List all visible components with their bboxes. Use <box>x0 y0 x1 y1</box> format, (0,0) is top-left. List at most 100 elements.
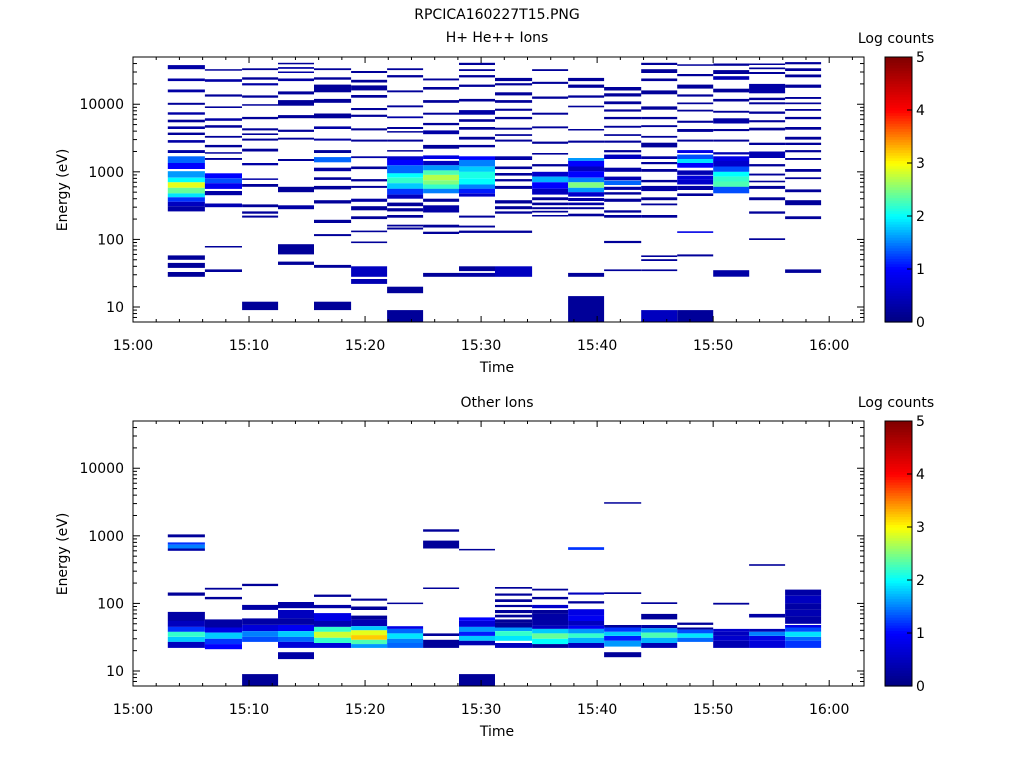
colorbar-band <box>885 231 912 236</box>
heatmap-cell <box>167 132 205 135</box>
heatmap-cell <box>677 94 714 97</box>
colorbar-band <box>885 458 912 462</box>
colorbar-band <box>885 202 912 206</box>
heatmap-cell <box>568 592 605 595</box>
heatmap-cell <box>749 127 786 131</box>
colorbar-band <box>885 64 912 69</box>
heatmap-cell <box>495 587 533 589</box>
y-tick-label: 10000 <box>79 461 124 477</box>
heatmap-cell <box>604 140 642 143</box>
axes: 15:00 15:10 15:20 15:30 15:40 15:50 16:00 10 100… <box>79 56 864 354</box>
heatmap-cell <box>604 240 642 244</box>
heatmap-cell <box>314 177 352 180</box>
colorbar-tick-label: 5 <box>916 50 925 66</box>
heatmap-cell <box>713 186 750 194</box>
heatmap-cell <box>532 112 569 115</box>
heatmap-cell <box>278 610 314 619</box>
heatmap-cell <box>423 170 460 175</box>
heatmap-cell <box>495 599 533 602</box>
colorbar-band <box>885 306 912 310</box>
heatmap-cell <box>713 631 750 636</box>
y-axis-label: Energy (eV) <box>55 513 71 596</box>
heatmap-cell <box>351 139 388 142</box>
heatmap-cell <box>423 231 460 234</box>
colorbar-band <box>885 102 912 106</box>
heatmap-cell <box>677 159 714 164</box>
heatmap-cell <box>677 637 714 642</box>
heatmap-cell <box>641 628 678 633</box>
heatmap-cell <box>641 632 678 638</box>
heatmap-cell <box>242 636 279 642</box>
colorbar-band <box>885 157 912 161</box>
heatmap-cell <box>387 105 424 108</box>
heatmap-cell <box>167 548 205 551</box>
heatmap-cell <box>495 206 533 210</box>
heatmap-cell <box>713 152 750 155</box>
heatmap-cell <box>532 164 569 167</box>
heatmap-cell <box>604 210 642 213</box>
heatmap-cell <box>459 69 495 71</box>
heatmap-cell <box>314 113 352 119</box>
heatmap-cell <box>532 126 569 129</box>
colorbar-band <box>885 88 912 93</box>
colorbar-band <box>885 139 912 143</box>
heatmap-cell <box>423 540 460 549</box>
heatmap-cell <box>204 596 242 600</box>
heatmap-cell <box>532 81 569 84</box>
colorbar-band <box>885 298 912 302</box>
colorbar-band <box>885 611 912 616</box>
colorbar-band <box>885 96 912 100</box>
heatmap-cell <box>278 159 314 161</box>
heatmap-cell <box>167 193 205 198</box>
heatmap-cell <box>568 182 605 188</box>
colorbar-band <box>885 131 912 135</box>
colorbar-band <box>885 70 912 74</box>
x-tick-label: 15:30 <box>461 338 501 354</box>
colorbar-band <box>885 110 912 114</box>
heatmap-cell <box>242 625 279 632</box>
heatmap-cell <box>495 211 533 214</box>
heatmap-cell <box>495 593 533 596</box>
colorbar-band <box>885 239 912 244</box>
heatmap-cell <box>423 122 460 126</box>
heatmap-cell <box>204 79 242 82</box>
heatmap-cell <box>351 230 388 233</box>
heatmap-cell <box>532 621 569 626</box>
heatmap-cell <box>314 126 352 129</box>
heatmap-cell <box>204 191 242 196</box>
heatmap-cell <box>532 215 569 217</box>
heatmap-cell <box>167 119 205 123</box>
heatmap-cell <box>351 156 388 159</box>
heatmap-cell <box>351 85 388 91</box>
heatmap-cell <box>242 68 279 71</box>
heatmap-cell <box>423 198 460 202</box>
colorbar-band <box>885 572 912 576</box>
heatmap-cell <box>387 208 424 212</box>
heatmap-cell <box>278 618 314 625</box>
colorbar-band <box>885 423 912 427</box>
colorbar-band <box>885 176 912 180</box>
heatmap-cell <box>677 170 714 175</box>
heatmap-cell <box>351 635 388 640</box>
heatmap-cell <box>459 266 495 272</box>
colorbar-tick-label: 0 <box>916 679 925 695</box>
heatmap-cell <box>713 156 750 161</box>
colorbar-tick-label: 4 <box>916 103 925 119</box>
heatmap-cell <box>532 638 569 645</box>
colorbar-tick-label: 2 <box>916 209 925 225</box>
colorbar-tick-label: 0 <box>916 315 925 331</box>
heatmap-cell <box>785 200 822 206</box>
heatmap-cell <box>568 207 605 210</box>
heatmap-cell <box>641 602 678 604</box>
heatmap-cell <box>532 96 569 99</box>
heatmap-cell <box>278 137 314 140</box>
heatmap-cell <box>749 142 786 145</box>
heatmap-cell <box>785 589 822 596</box>
heatmap-cell <box>568 272 605 277</box>
colorbar-band <box>885 245 912 249</box>
heatmap-cell <box>314 643 352 648</box>
heatmap-cell <box>495 173 533 176</box>
colorbar-band <box>885 284 912 289</box>
heatmap-cell <box>785 177 822 180</box>
colorbar-band <box>885 242 912 246</box>
